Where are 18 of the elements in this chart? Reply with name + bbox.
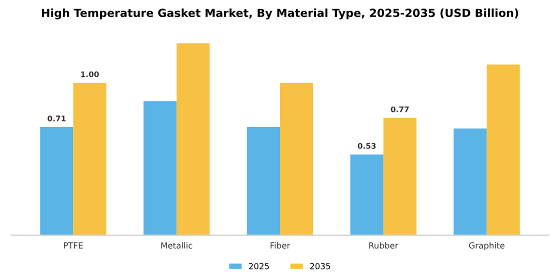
bar bbox=[280, 82, 314, 236]
chart-title: High Temperature Gasket Market, By Material Type, 2025-2035 (USD Billion) bbox=[42, 8, 518, 20]
bar bbox=[350, 154, 384, 236]
bar bbox=[176, 43, 210, 236]
x-tick-label: Graphite bbox=[469, 242, 504, 250]
legend-label: 2025 bbox=[248, 263, 269, 270]
bar bbox=[486, 64, 520, 236]
bar bbox=[246, 127, 280, 236]
bar bbox=[73, 82, 106, 236]
bar bbox=[454, 128, 487, 236]
bar bbox=[383, 118, 416, 236]
legend-label: 2035 bbox=[310, 263, 330, 270]
x-tick-label: PTFE bbox=[64, 242, 83, 248]
bar bbox=[144, 101, 177, 236]
x-tick-label: Metallic bbox=[161, 242, 192, 249]
bar bbox=[40, 127, 74, 236]
x-tick-label: Fiber bbox=[270, 242, 290, 249]
x-tick-label: Rubber bbox=[369, 242, 398, 249]
